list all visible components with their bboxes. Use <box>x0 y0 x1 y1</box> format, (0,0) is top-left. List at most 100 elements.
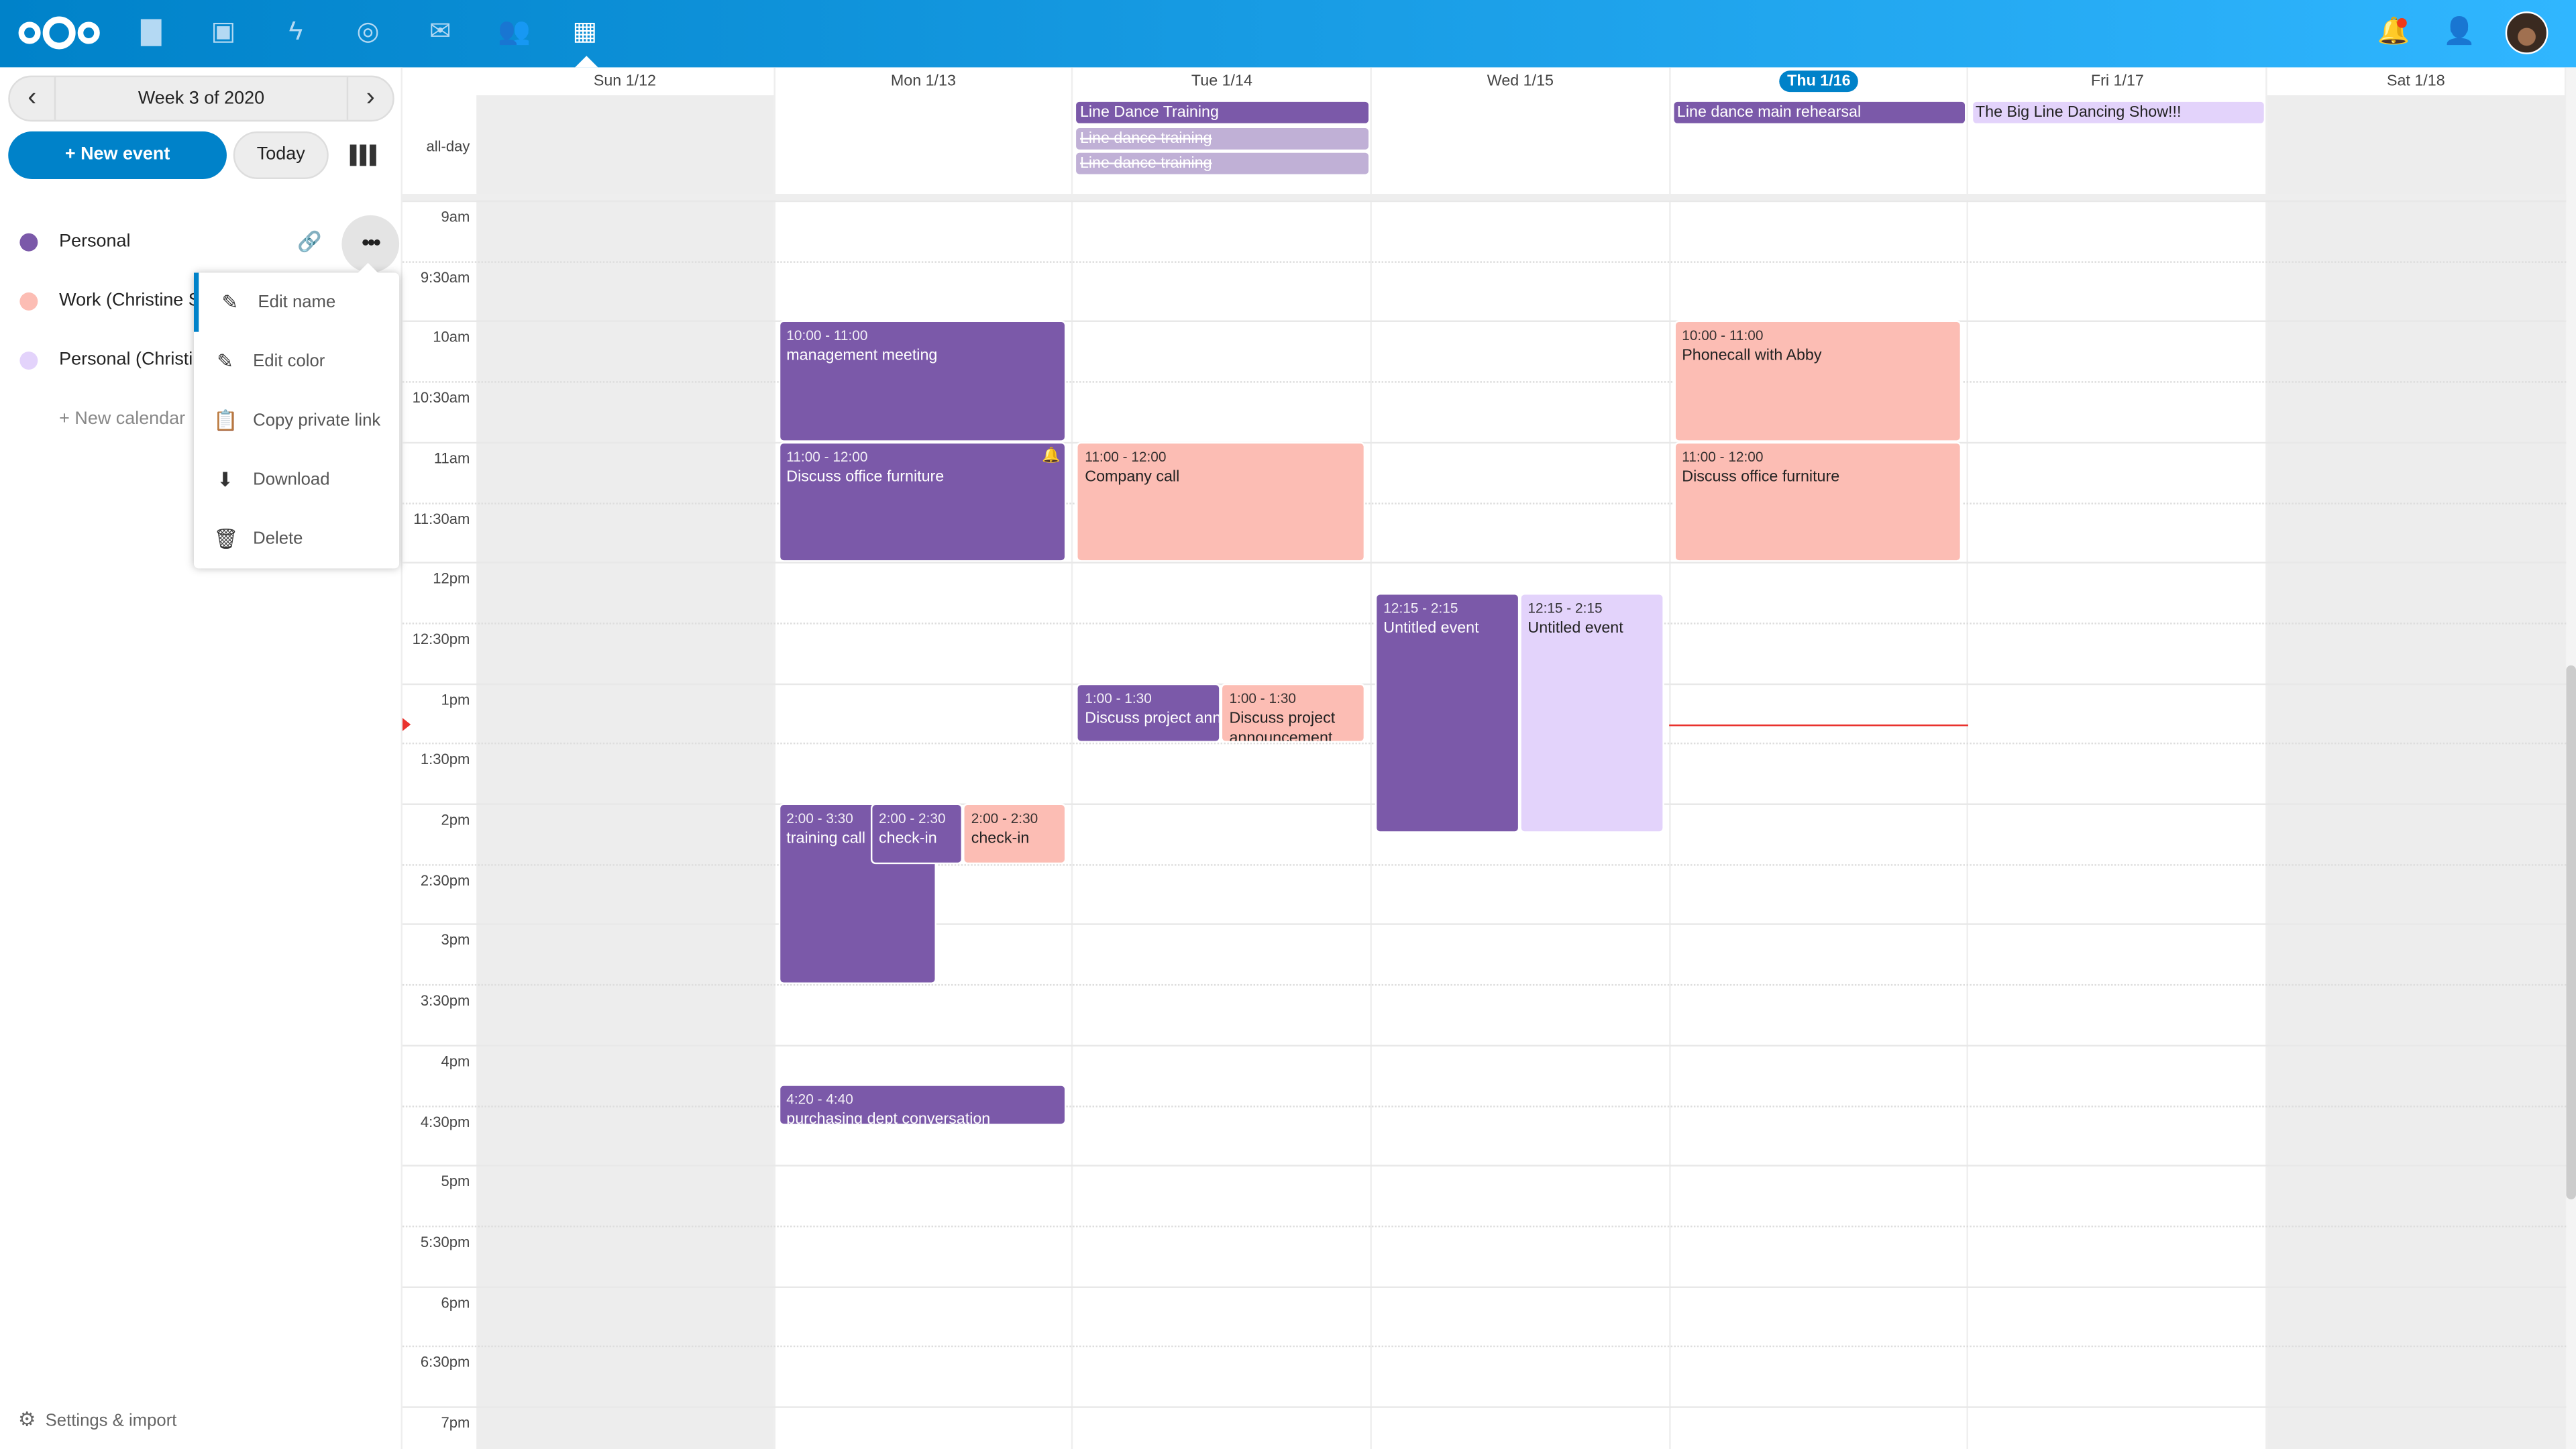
week-navigator: ‹ Week 3 of 2020 › <box>8 75 394 122</box>
all-day-event[interactable]: Line dance main rehearsal <box>1674 101 1966 123</box>
event[interactable]: 10:00 - 11:00 Phonecall with Abby <box>1674 321 1963 442</box>
calendar-icon[interactable]: ▦ <box>572 17 598 46</box>
calendar-color-dot[interactable] <box>19 291 38 310</box>
event[interactable]: 2:00 - 2:30 check-in <box>963 803 1067 864</box>
time-gridline <box>402 1104 2567 1107</box>
new-event-button[interactable]: + New event <box>8 131 227 179</box>
week-picker[interactable]: Week 3 of 2020 <box>54 77 349 120</box>
day-column[interactable] <box>1073 95 1373 1449</box>
day-column[interactable] <box>1670 95 1970 1449</box>
event[interactable]: 4:20 - 4:40 purchasing dept conversation <box>778 1084 1067 1125</box>
clipboard-icon: 📋 <box>213 409 238 433</box>
pencil-icon: ✎ <box>221 290 239 314</box>
event[interactable]: 10:00 - 11:00 management meeting <box>778 321 1067 442</box>
download-icon: ⬇ <box>217 468 233 492</box>
time-label: 12:30pm <box>412 631 470 647</box>
event-time: 11:00 - 12:00 <box>1682 448 1764 465</box>
calendar-actions-menu: ✎ Edit name ✎ Edit color 📋 Copy private lin… <box>193 262 400 569</box>
time-label: 1pm <box>441 691 470 708</box>
event[interactable]: 1:00 - 1:30 Discuss project announcement <box>1221 682 1366 743</box>
day-column[interactable] <box>1969 95 2268 1449</box>
next-week-button[interactable]: › <box>366 83 375 112</box>
all-day-event[interactable]: Line dance training <box>1077 127 1369 149</box>
day-header[interactable]: Mon 1/13 <box>775 67 1074 96</box>
menu-label: Edit name <box>258 292 336 313</box>
time-label: 10:30am <box>412 389 470 407</box>
event-title: training call <box>786 829 866 848</box>
trash-icon: 🗑 <box>213 527 239 551</box>
gear-icon: ⚙ <box>17 1407 36 1432</box>
menu-edit-name[interactable]: ✎ Edit name <box>193 272 399 332</box>
day-label: Sun 1/12 <box>593 72 657 91</box>
scrollbar-thumb[interactable] <box>2566 665 2576 1199</box>
scrollbar[interactable] <box>2566 67 2576 1449</box>
photos-icon[interactable]: ▣ <box>211 17 236 46</box>
notification-dot <box>2397 17 2407 28</box>
calendar-item-personal-shared[interactable]: Personal (Christine <box>0 335 402 384</box>
contacts-menu-icon[interactable]: 👤 <box>2443 17 2476 46</box>
link-icon[interactable]: 🔗 <box>297 229 322 254</box>
event[interactable]: 12:15 - 2:15 Untitled event <box>1519 592 1664 834</box>
day-header[interactable]: Tue 1/14 <box>1073 67 1373 96</box>
time-label: 11am <box>433 449 470 467</box>
day-header[interactable]: Thu 1/16 <box>1670 67 1970 96</box>
active-app-indicator <box>575 56 598 68</box>
pencil-icon: ✎ <box>217 350 233 373</box>
day-header[interactable]: Sat 1/18 <box>2267 67 2567 96</box>
bell-icon[interactable]: 🔔 <box>2377 17 2410 46</box>
time-label: 6pm <box>441 1293 470 1311</box>
time-label: 9:30am <box>420 268 470 286</box>
calendar-color-dot[interactable] <box>19 350 38 369</box>
day-header[interactable]: Fri 1/17 <box>1969 67 2268 96</box>
contacts-icon[interactable]: 👥 <box>498 17 531 46</box>
time-gridline <box>402 200 2567 203</box>
calendar-item-personal[interactable]: Personal 🔗 <box>0 217 402 266</box>
today-button[interactable]: Today <box>233 131 329 179</box>
current-time-marker <box>402 718 411 732</box>
menu-copy-private-link[interactable]: 📋 Copy private link <box>194 391 399 450</box>
day-column[interactable] <box>476 95 775 1449</box>
talk-icon[interactable]: ◎ <box>356 17 380 46</box>
calendar-color-dot[interactable] <box>19 232 38 251</box>
day-header[interactable]: Wed 1/15 <box>1372 67 1671 96</box>
all-day-event[interactable]: The Big Line Dancing Show!!! <box>1972 101 2265 123</box>
event[interactable]: 2:00 - 2:30 check-in <box>870 803 963 864</box>
all-day-event[interactable]: Line dance training <box>1077 152 1369 174</box>
event-title: Discuss office furniture <box>1682 468 1840 486</box>
day-column[interactable] <box>2267 95 2567 1449</box>
event[interactable]: 12:15 - 2:15 Untitled event <box>1375 592 1520 834</box>
new-calendar-button[interactable]: + New calendar <box>59 409 186 429</box>
day-label: Mon 1/13 <box>890 72 956 91</box>
event[interactable]: 1:00 - 1:30 Discuss project announcement <box>1077 682 1222 743</box>
activity-icon[interactable]: ϟ <box>288 17 303 46</box>
all-day-event[interactable]: Line Dance Training <box>1077 101 1369 123</box>
day-column[interactable] <box>775 95 1074 1449</box>
nextcloud-logo[interactable] <box>16 15 101 51</box>
mail-icon[interactable]: ✉ <box>429 17 451 46</box>
time-gridline <box>402 924 2567 926</box>
settings-button[interactable]: ⚙ Settings & import <box>18 1408 176 1431</box>
menu-edit-color[interactable]: ✎ Edit color <box>194 332 399 391</box>
all-day-separator <box>402 193 2567 201</box>
calendar-item-work[interactable]: Work (Christine S <box>0 276 402 325</box>
event[interactable]: 11:00 - 12:00 Company call <box>1077 441 1366 563</box>
view-switcher-icon[interactable] <box>350 144 376 166</box>
alarm-icon: 🔔 <box>1042 446 1061 464</box>
day-header[interactable]: Sun 1/12 <box>476 67 775 96</box>
event-title: Discuss office furniture <box>786 468 945 486</box>
menu-delete[interactable]: 🗑 Delete <box>194 509 399 568</box>
avatar[interactable] <box>2505 11 2548 54</box>
menu-label: Delete <box>253 529 303 549</box>
day-column[interactable] <box>1372 95 1671 1449</box>
time-label: 3pm <box>441 932 470 949</box>
event[interactable]: 11:00 - 12:00 Discuss office furniture 🔔 <box>778 441 1067 563</box>
time-gridline <box>402 984 2567 986</box>
event[interactable]: 11:00 - 12:00 Discuss office furniture <box>1674 441 1963 563</box>
event-time: 2:00 - 3:30 <box>786 810 853 826</box>
files-icon[interactable]: ▇ <box>141 17 162 46</box>
event-time: 11:00 - 12:00 <box>1085 448 1167 465</box>
event-time: 1:00 - 1:30 <box>1229 689 1296 706</box>
day-label: Wed 1/15 <box>1487 72 1554 91</box>
previous-week-button[interactable]: ‹ <box>28 83 37 112</box>
menu-download[interactable]: ⬇ Download <box>194 450 399 509</box>
